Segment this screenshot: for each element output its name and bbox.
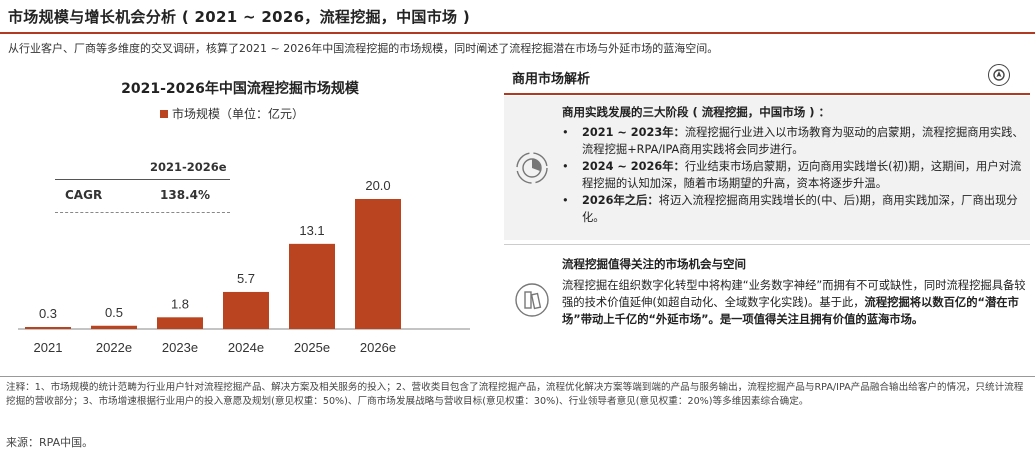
cagr-period: 2021-2026e	[150, 160, 227, 174]
chart-legend: 市场规模（单位：亿元）	[160, 105, 304, 122]
opportunity-text-plain: 流程挖掘在组织数字化转型中将构建“业务数字神经”而拥有不可或缺性，同时流程挖掘具…	[562, 279, 1026, 309]
cagr-divider	[55, 179, 230, 180]
list-item: 2021 ~ 2023年：流程挖掘行业进入以市场教育为驱动的启蒙期，流程挖掘商用…	[558, 124, 1028, 158]
x-tick-label: 2026e	[360, 340, 396, 355]
panel-title: 商用市场解析	[512, 72, 591, 87]
stage-text: 行业结束市场启蒙期，迈向商用实践增长(初)期，这期间，用户对流程挖掘的认知加深，…	[582, 160, 1022, 190]
list-item: 2026年之后：将迈入流程挖掘商用实践增长的(中、后)期，商用实践加深，厂商出现…	[558, 192, 1028, 226]
data-label: 20.0	[365, 178, 390, 193]
cagr-label: CAGR	[65, 188, 103, 202]
opportunity-text: 流程挖掘在组织数字化转型中将构建“业务数字神经”而拥有不可或缺性，同时流程挖掘具…	[562, 277, 1028, 328]
bar-2026e	[355, 199, 401, 329]
compass-icon	[988, 64, 1010, 86]
stage-lead: 2024 ~ 2026年：	[582, 160, 685, 173]
footnotes: 注释：1、市场规模的统计范畴为行业用户针对流程挖掘产品、解决方案及相关服务的投入…	[6, 382, 1024, 407]
chart-analysis-icon	[514, 150, 550, 186]
data-label: 0.5	[105, 305, 123, 320]
title-divider	[0, 32, 1035, 34]
opportunity-text-bold: 流程挖掘将以数百亿的“潜在市场”带动上千亿的“外延市场”。是一项值得关注且拥有价…	[562, 296, 1019, 326]
cagr-bottom-divider	[55, 212, 230, 213]
chart-title: 2021-2026年中国流程挖掘市场规模	[121, 81, 359, 97]
data-label: 13.1	[299, 223, 324, 238]
bar-2022e	[91, 325, 137, 329]
data-label: 0.3	[39, 306, 57, 321]
bar-2023e	[157, 317, 203, 329]
x-tick-label: 2022e	[96, 340, 132, 355]
x-tick-label: 2024e	[228, 340, 264, 355]
document-icon	[514, 282, 550, 318]
bar-2024e	[223, 291, 269, 329]
stage-lead: 2021 ~ 2023年：	[582, 126, 685, 139]
x-tick-label: 2021	[34, 340, 63, 355]
x-tick-label: 2023e	[162, 340, 198, 355]
panel-divider	[504, 93, 1030, 95]
cagr-table: 2021-2026e CAGR 138.4%	[55, 160, 230, 214]
stage-text: 将迈入流程挖掘商用实践增长的(中、后)期，商用实践加深，厂商出现分化。	[582, 194, 1018, 224]
list-item: 2024 ~ 2026年：行业结束市场启蒙期，迈向商用实践增长(初)期，这期间，…	[558, 158, 1028, 192]
stage-lead: 2026年之后：	[582, 194, 659, 207]
x-tick-label: 2025e	[294, 340, 330, 355]
bar-chart: 0.3 2021 0.5 2022e 1.8 2023e 5.7 2024e 13.1 2025e…	[18, 178, 470, 355]
opportunity-title: 流程挖掘值得关注的市场机会与空间	[562, 257, 746, 271]
data-label: 5.7	[237, 271, 255, 286]
footer-divider	[0, 376, 1035, 377]
bar-2021	[25, 327, 71, 329]
opportunity-section	[504, 244, 1030, 360]
stage-text: 流程挖掘行业进入以市场教育为驱动的启蒙期，流程挖掘商用实践、流程挖掘+RPA/I…	[582, 126, 1024, 156]
stages-list: 2021 ~ 2023年：流程挖掘行业进入以市场教育为驱动的启蒙期，流程挖掘商用…	[558, 124, 1028, 226]
stages-title: 商用实践发展的三大阶段 ( 流程挖掘，中国市场 ) ：	[562, 105, 831, 119]
page-subtitle: 从行业客户、厂商等多维度的交叉调研，核算了2021 ~ 2026年中国流程挖掘的…	[8, 42, 719, 55]
legend-swatch	[160, 109, 168, 118]
data-label: 1.8	[171, 296, 189, 311]
source-note: 来源：RPA中国。	[6, 436, 94, 449]
cagr-value: 138.4%	[160, 188, 210, 202]
bar-2025e	[289, 243, 335, 329]
page-title: 市场规模与增长机会分析 ( 2021 ~ 2026，流程挖掘，中国市场 )	[8, 8, 470, 26]
legend-label: 市场规模（单位：亿元）	[172, 107, 305, 121]
